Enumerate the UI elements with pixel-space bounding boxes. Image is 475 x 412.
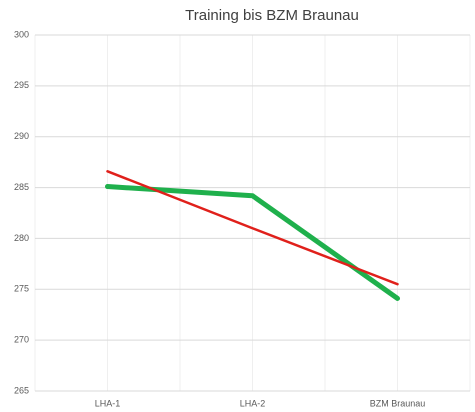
y-tick-label: 275 bbox=[14, 284, 29, 294]
y-tick-label: 285 bbox=[14, 182, 29, 192]
y-tick-label: 280 bbox=[14, 233, 29, 243]
x-tick-label: BZM Braunau bbox=[370, 398, 426, 408]
y-tick-label: 295 bbox=[14, 80, 29, 90]
y-tick-label: 270 bbox=[14, 335, 29, 345]
y-tick-label: 290 bbox=[14, 131, 29, 141]
x-tick-label: LHA-2 bbox=[240, 398, 266, 408]
x-tick-label: LHA-1 bbox=[95, 398, 121, 408]
y-tick-label: 300 bbox=[14, 29, 29, 39]
y-tick-label: 265 bbox=[14, 385, 29, 395]
chart-title: Training bis BZM Braunau bbox=[185, 7, 359, 24]
data-line bbox=[106, 170, 399, 286]
